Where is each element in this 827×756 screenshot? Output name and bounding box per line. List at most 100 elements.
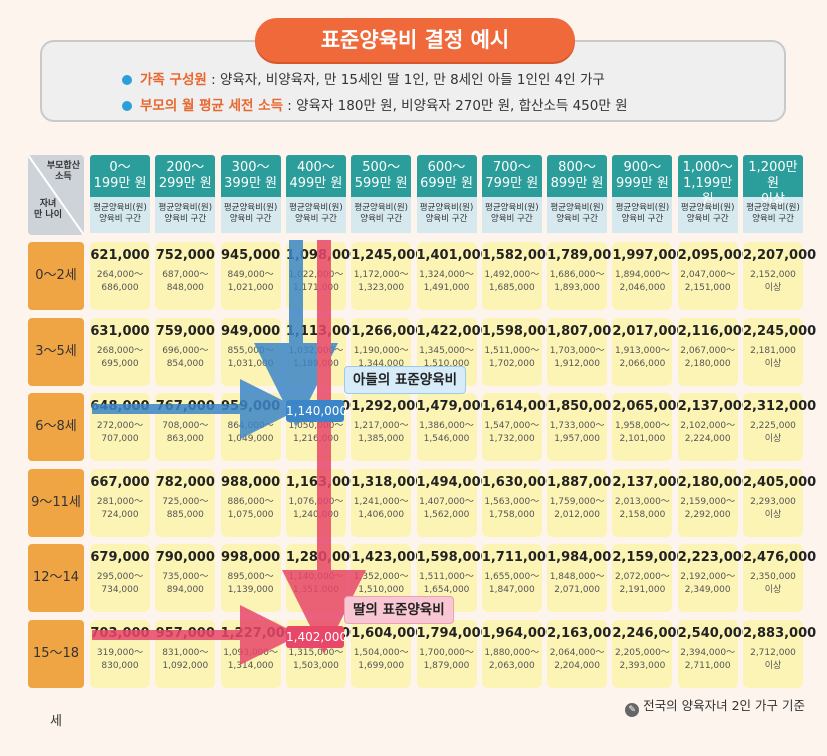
cost-range: 2,205,000～ 2,393,000 [614,647,670,671]
cost-range: 2,394,000～ 2,711,000 [680,647,736,671]
table-cell: 1,227,000 1,093,000～ 1,314,000 [220,619,294,688]
table-cell: 2,137,000 2,013,000～ 2,158,000 [612,468,686,537]
table-cell: 2,137,000 2,102,000～ 2,224,000 [677,393,751,461]
table-cell: 945,000 849,000～ 1,021,000 [220,242,281,310]
table-cell: 1,494,000 1,407,000～ 1,562,000 [416,468,490,537]
cost-range: 2,102,000～ 2,224,000 [680,421,736,444]
cost-range: 696,000～ 854,000 [162,345,209,369]
table-cell: 752,000 687,000～ 848,000 [155,242,216,310]
column-header: 500～ 599만 원 평균양육비(원) 양육비 구간 [351,155,412,235]
table-cell: 949,000 855,000～ 1,031,000 [220,317,281,386]
table-cell: 1,887,000 1,759,000～ 2,012,000 [547,468,620,537]
table-cell: 1,794,000 1,700,000～ 1,879,000 [416,619,490,688]
cost-range: 1,032,000～ 1,189,000 [288,345,344,369]
income-range-label: 700～ 799만 원 [481,155,542,197]
cost-range: 1,547,000～ 1,732,000 [484,421,540,444]
table-cell: 1,401,000 1,324,000～ 1,491,000 [416,242,490,310]
table-cell: 2,312,000 2,225,000 이상 [743,393,817,461]
table-cell: 1,630,000 1,563,000～ 1,758,000 [481,468,555,537]
cost-range: 1,703,000～ 1,912,000 [549,345,605,369]
cost-range: 1,492,000～ 1,685,000 [484,270,540,293]
table-cell: 790,000 735,000～ 894,000 [155,544,216,612]
cost-range: 831,000～ 1,092,000 [162,647,209,671]
age-row-header: 12～14세 [28,544,84,653]
bullet-icon [122,101,132,111]
income-range-label: 1,200만 원 이상 [743,155,803,207]
average-cost: 2,540,000 [677,625,751,641]
column-sub-label: 평균양육비(원) 양육비 구간 [285,197,346,233]
cost-range: 895,000～ 1,139,000 [227,572,274,595]
cost-range: 2,350,000 이상 [750,572,796,595]
table-cell: 1,997,000 1,894,000～ 2,046,000 [612,242,686,310]
average-cost: 767,000 [155,399,215,414]
cost-range: 295,000～ 734,000 [96,572,144,595]
average-cost: 667,000 [90,474,150,490]
average-cost: 759,000 [155,323,215,339]
average-cost: 1,098,000 [285,248,360,263]
column-header: 900～ 999만 원 평균양육비(원) 양육비 구간 [612,155,673,235]
table-cell: 2,180,000 2,159,000～ 2,292,000 [677,468,751,537]
cost-range: 1,655,000～ 1,847,000 [484,572,540,595]
table-cell: 1,245,000 1,172,000～ 1,323,000 [351,242,424,310]
average-cost: 1,494,000 [416,474,490,490]
table-cell: 1,598,000 1,511,000～ 1,702,000 [481,317,555,386]
table-cell: 988,000 886,000～ 1,075,000 [220,468,281,537]
average-cost: 2,476,000 [743,550,817,565]
cost-range: 2,067,000～ 2,180,000 [680,345,736,369]
table-cell: 631,000 268,000～ 695,000 [90,317,150,386]
average-cost: 1,794,000 [416,625,490,641]
income-range-label: 400～ 499만 원 [285,155,346,197]
table-cell: 1,280,000 1,140,000～ 1,351,000 [285,544,359,612]
average-cost: 1,984,000 [547,550,621,565]
column-sub-label: 평균양육비(원) 양육비 구간 [220,197,281,233]
table-cell: 2,095,000 2,047,000～ 2,151,000 [677,242,751,310]
cost-range: 1,511,000～ 1,702,000 [484,345,540,369]
average-cost: 1,630,000 [481,474,555,490]
average-cost: 2,312,000 [743,399,817,414]
column-header: 200～ 299만 원 평균양육비(원) 양육비 구간 [155,155,216,235]
cost-range: 1,324,000～ 1,491,000 [419,270,474,293]
cost-range: 735,000～ 894,000 [162,572,209,595]
cost-range: 1,315,000～ 1,503,000 [288,647,344,671]
cost-range: 1,022,000～ 1,171,000 [288,270,344,293]
income-range-label: 900～ 999만 원 [612,155,673,197]
cost-range: 264,000～ 686,000 [96,270,144,293]
cost-range: 268,000～ 695,000 [96,345,144,369]
average-cost: 1,964,000 [481,625,555,641]
age-row-header: 0～2세 [28,242,84,310]
cost-range: 2,293,000 이상 [750,496,796,520]
cost-range: 708,000～ 863,000 [162,421,209,444]
table-cell: 998,000 895,000～ 1,139,000 [220,544,281,612]
column-header: 1,000～ 1,199만 원 평균양육비(원) 양육비 구간 [677,155,738,235]
column-sub-label: 평균양육비(원) 양육비 구간 [743,197,803,233]
table-cell: 621,000 264,000～ 686,000 [90,242,150,310]
cost-range: 886,000～ 1,075,000 [227,496,274,520]
average-cost: 988,000 [220,474,281,490]
cost-range: 1,686,000～ 1,893,000 [549,270,605,293]
average-cost: 1,850,000 [547,399,621,414]
average-cost: 1,479,000 [416,399,490,414]
age-row-header: 15～18세 [28,619,84,729]
cost-range: 1,386,000～ 1,546,000 [419,421,474,444]
column-sub-label: 평균양육비(원) 양육비 구간 [547,197,608,233]
cost-range: 319,000～ 830,000 [96,647,144,671]
average-cost: 621,000 [90,248,150,263]
table-cell: 703,000 319,000～ 830,000 [90,619,150,688]
table-cell: 648,000 272,000～ 707,000 [90,393,150,461]
column-sub-label: 평균양육비(원) 양육비 구간 [677,197,738,233]
average-cost: 1,789,000 [547,248,621,263]
cost-range: 1,050,000～ 1,216,000 [288,421,344,444]
average-cost: 2,065,000 [612,399,686,414]
average-cost: 2,163,000 [547,625,621,641]
average-cost: 1,711,000 [481,550,555,565]
average-cost: 1,318,000 [351,474,425,490]
info-line-family: 가족 구성원 : 양육자, 비양육자, 만 15세인 딸 1인, 만 8세인 아… [122,68,605,88]
cost-range: 725,000～ 885,000 [162,496,209,520]
average-cost: 1,598,000 [481,323,555,339]
table-cell: 1,789,000 1,686,000～ 1,893,000 [547,242,621,310]
table-cell: 2,065,000 1,958,000～ 2,101,000 [612,393,686,461]
table-cell: 2,207,000 2,152,000 이상 [743,242,816,310]
cost-range: 272,000～ 707,000 [96,421,144,444]
table-cell: 1,964,000 1,880,000～ 2,063,000 [481,619,555,688]
cost-range: 1,407,000～ 1,562,000 [419,496,474,520]
